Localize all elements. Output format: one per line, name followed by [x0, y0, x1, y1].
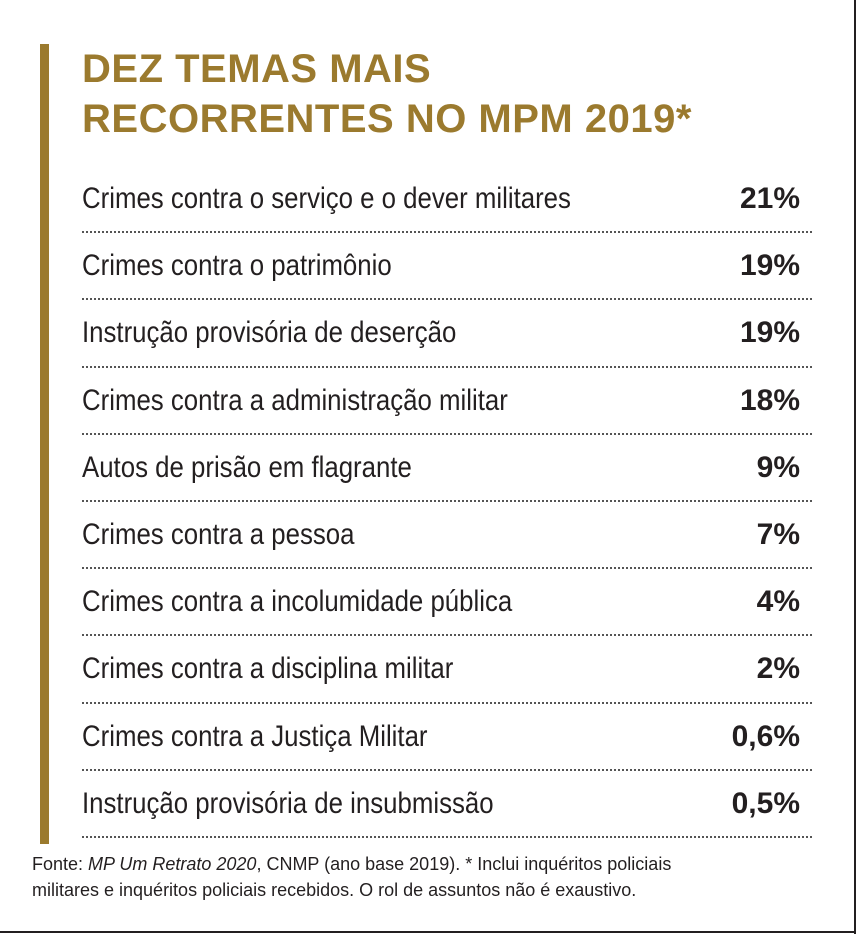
table-row: Crimes contra a incolumidade pública 4% — [82, 569, 812, 637]
row-value: 7% — [756, 517, 800, 551]
row-label: Crimes contra a incolumidade pública — [82, 585, 513, 619]
table-row: Crimes contra o serviço e o dever milita… — [82, 166, 812, 234]
row-value: 19% — [739, 249, 800, 283]
row-label: Instrução provisória de deserção — [82, 316, 457, 350]
table-row: Autos de prisão em flagrante 9% — [82, 435, 812, 502]
data-table: Crimes contra o serviço e o dever milita… — [82, 166, 812, 838]
row-value: 9% — [756, 450, 800, 484]
row-label: Crimes contra a administração militar — [82, 383, 508, 417]
footnote-prefix: Fonte: — [32, 854, 89, 874]
row-value: 4% — [756, 585, 800, 619]
footnote: Fonte: MP Um Retrato 2020, CNMP (ano bas… — [32, 851, 832, 903]
table-row: Instrução provisória de deserção 19% — [82, 300, 812, 368]
title-line-1: DEZ TEMAS MAIS — [82, 47, 432, 91]
row-value: 0,6% — [731, 719, 800, 753]
table-row: Instrução provisória de insubmissão 0,5% — [82, 771, 812, 838]
frame-right-border — [854, 0, 856, 934]
table-row: Crimes contra a administração militar 18% — [82, 368, 812, 435]
row-value: 0,5% — [731, 786, 800, 820]
table-row: Crimes contra a pessoa 7% — [82, 502, 812, 570]
table-row: Crimes contra a Justiça Militar 0,6% — [82, 704, 812, 771]
row-label: Autos de prisão em flagrante — [82, 450, 412, 484]
row-value: 21% — [739, 182, 800, 215]
row-value: 18% — [739, 383, 800, 417]
row-label: Crimes contra o patrimônio — [82, 249, 392, 283]
row-label: Crimes contra a disciplina militar — [82, 652, 454, 686]
row-value: 19% — [739, 316, 800, 350]
footnote-source-title: MP Um Retrato 2020 — [88, 854, 257, 874]
row-label: Crimes contra o serviço e o dever milita… — [82, 182, 571, 215]
table-row: Crimes contra o patrimônio 19% — [82, 233, 812, 301]
accent-bar — [40, 44, 49, 844]
row-label: Instrução provisória de insubmissão — [82, 786, 494, 820]
frame-bottom-border — [0, 931, 856, 933]
footnote-line-2: militares e inquéritos policiais recebid… — [32, 880, 637, 900]
table-row: Crimes contra a disciplina militar 2% — [82, 636, 812, 704]
footnote-source-rest: , CNMP (ano base 2019). * Inclui inquéri… — [256, 854, 672, 874]
chart-title: DEZ TEMAS MAIS RECORRENTES NO MPM 2019* — [82, 44, 842, 144]
title-line-2: RECORRENTES NO MPM 2019* — [82, 97, 692, 141]
footnote-line-1: Fonte: MP Um Retrato 2020, CNMP (ano bas… — [32, 851, 832, 877]
row-value: 2% — [756, 652, 800, 686]
row-label: Crimes contra a Justiça Militar — [82, 719, 428, 753]
row-label: Crimes contra a pessoa — [82, 517, 355, 551]
